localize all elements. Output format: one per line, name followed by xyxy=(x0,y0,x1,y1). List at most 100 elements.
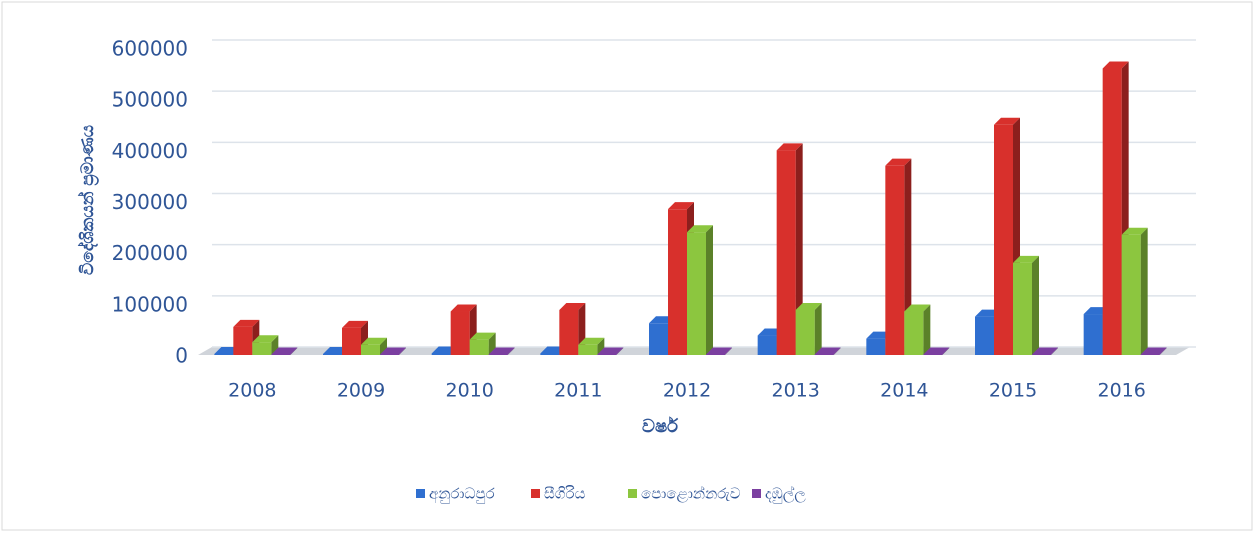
bar xyxy=(597,347,624,355)
bar xyxy=(559,302,586,355)
bar-side xyxy=(706,225,713,355)
bar-front xyxy=(814,354,834,355)
bar-side xyxy=(271,335,279,355)
bar-side xyxy=(942,347,950,355)
bar-top xyxy=(1102,61,1129,69)
bar-side xyxy=(725,347,732,355)
bar-front xyxy=(233,326,253,355)
bar-front xyxy=(795,309,815,355)
bar-top xyxy=(469,332,496,340)
bar xyxy=(1013,255,1039,355)
bar xyxy=(814,347,841,355)
y-tick-label: 600000 xyxy=(112,37,188,61)
bar xyxy=(687,225,713,355)
x-tick-label: 2011 xyxy=(554,380,602,402)
bar-front xyxy=(866,338,886,355)
bar-top xyxy=(814,347,841,355)
bar xyxy=(578,337,605,355)
bar xyxy=(706,347,732,355)
bar xyxy=(1140,347,1167,355)
bar-front xyxy=(431,353,451,355)
y-tick-label: 400000 xyxy=(112,139,188,163)
bar-top xyxy=(380,347,406,355)
bar-front xyxy=(540,353,560,355)
bar-side xyxy=(904,158,912,355)
bar-front xyxy=(271,354,291,355)
bar-side xyxy=(399,347,406,355)
legend-swatch xyxy=(416,489,425,498)
bar-side xyxy=(597,337,605,355)
bar-front xyxy=(885,165,905,355)
bar-front xyxy=(323,353,342,355)
bar-side xyxy=(814,302,822,355)
bar xyxy=(904,304,931,355)
x-tick-label: 2014 xyxy=(880,380,928,402)
bar-top xyxy=(1032,347,1058,355)
bar-front xyxy=(380,354,399,355)
bar xyxy=(885,158,912,355)
legend-label: අනුරාධපුර xyxy=(429,485,495,504)
legend-swatch xyxy=(628,489,637,498)
bar-front xyxy=(649,323,668,355)
bar-side xyxy=(1159,347,1167,355)
bar-top xyxy=(1140,347,1167,355)
bar-top xyxy=(450,304,477,312)
bar-side xyxy=(1032,255,1039,355)
bar-front xyxy=(975,316,994,355)
bar-top xyxy=(361,337,387,345)
y-axis-title: විදේශිකයන් ප්‍රමාණය xyxy=(77,125,99,275)
y-tick-label: 500000 xyxy=(112,88,188,112)
bar-front xyxy=(776,150,796,355)
bar-top xyxy=(668,202,694,210)
bar xyxy=(1121,227,1148,355)
bar-front xyxy=(1102,68,1122,355)
bar-front xyxy=(488,354,508,355)
y-tick-label: 100000 xyxy=(112,292,188,316)
bar-front xyxy=(252,342,272,355)
bar-top xyxy=(559,302,586,310)
bar-top xyxy=(885,158,912,166)
y-tick-label: 0 xyxy=(175,344,188,368)
bar-front xyxy=(1013,262,1032,355)
bar-top xyxy=(687,225,713,233)
bar-side xyxy=(616,347,624,355)
bar-front xyxy=(1121,234,1141,355)
bar-side xyxy=(833,347,841,355)
bar-side xyxy=(1140,227,1148,355)
bar-top xyxy=(795,302,822,310)
bar-top xyxy=(904,304,931,312)
bar xyxy=(1032,347,1058,355)
x-tick-label: 2016 xyxy=(1097,380,1145,402)
bar-front xyxy=(757,335,777,355)
bar xyxy=(776,143,803,355)
bar-front xyxy=(1140,354,1160,355)
bar-side xyxy=(380,337,387,355)
x-tick-label: 2015 xyxy=(989,380,1037,402)
y-tick-label: 300000 xyxy=(112,190,188,214)
bar-front xyxy=(342,327,361,355)
bar-front xyxy=(597,354,617,355)
bar-front xyxy=(994,124,1013,355)
bar-top xyxy=(923,347,950,355)
bar-top xyxy=(271,347,298,355)
legend-label: දඹුල්ල xyxy=(765,484,806,503)
bar-front xyxy=(578,344,598,355)
bar-side xyxy=(290,347,298,355)
bar xyxy=(252,335,279,355)
bar-front xyxy=(1083,314,1103,355)
bar-side xyxy=(795,143,803,355)
x-tick-label: 2010 xyxy=(445,380,493,402)
bar-top xyxy=(776,143,803,151)
x-tick-label: 2012 xyxy=(663,380,711,402)
bar-front xyxy=(706,354,725,355)
bar-side xyxy=(923,304,931,355)
y-tick-label: 200000 xyxy=(112,241,188,265)
x-tick-label: 2008 xyxy=(228,380,276,402)
bar-top xyxy=(578,337,605,345)
bar xyxy=(923,347,950,355)
bar-top xyxy=(706,347,732,355)
bar xyxy=(488,347,515,355)
